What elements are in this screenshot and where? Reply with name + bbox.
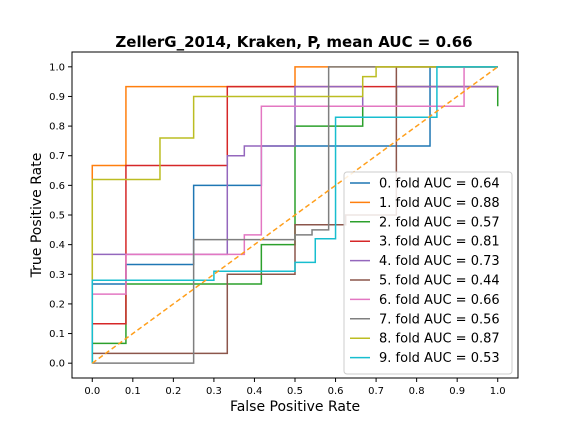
x-tick-label: 0.7	[368, 386, 384, 397]
x-tick-label: 0.8	[409, 386, 425, 397]
x-tick-label: 0.1	[125, 386, 141, 397]
legend-label-fold-4: 4. fold AUC = 0.73	[379, 254, 500, 269]
y-tick-label: 0.7	[49, 151, 65, 162]
y-tick-label: 0.6	[49, 181, 65, 192]
x-tick-label: 0.4	[247, 386, 263, 397]
chart-title: ZellerG_2014, Kraken, P, mean AUC = 0.66	[115, 33, 472, 51]
y-tick-label: 0.1	[49, 329, 65, 340]
x-axis-ticks: 0.0 0.1 0.2 0.3 0.4 0.5 0.6 0.7 0.8 0.9 1.0	[84, 378, 505, 397]
x-tick-label: 0.5	[287, 386, 303, 397]
y-axis-ticks: 0.0 0.1 0.2 0.3 0.4 0.5 0.6 0.7 0.8 0.9 1.0	[49, 62, 72, 369]
legend-label-fold-5: 5. fold AUC = 0.44	[379, 274, 500, 289]
legend-label-fold-1: 1. fold AUC = 0.88	[379, 196, 500, 211]
legend: 0. fold AUC = 0.64 1. fold AUC = 0.88 2. f…	[344, 172, 512, 374]
y-axis-label: True Positive Rate	[29, 153, 45, 279]
x-tick-label: 0.2	[165, 386, 181, 397]
legend-label-fold-7: 7. fold AUC = 0.56	[379, 312, 500, 327]
legend-label-fold-8: 8. fold AUC = 0.87	[379, 332, 500, 347]
y-tick-label: 0.8	[49, 122, 65, 133]
x-tick-label: 1.0	[490, 386, 506, 397]
y-tick-label: 0.9	[49, 92, 65, 103]
legend-label-fold-0: 0. fold AUC = 0.64	[379, 177, 500, 192]
x-axis-label: False Positive Rate	[230, 399, 360, 415]
x-tick-label: 0.3	[206, 386, 222, 397]
x-tick-label: 0.6	[328, 386, 344, 397]
y-tick-label: 0.2	[49, 299, 65, 310]
y-tick-label: 0.4	[49, 240, 65, 251]
y-tick-label: 0.5	[49, 211, 65, 222]
y-tick-label: 0.3	[49, 270, 65, 281]
y-tick-label: 1.0	[49, 62, 65, 73]
legend-label-fold-3: 3. fold AUC = 0.81	[379, 235, 500, 250]
x-tick-label: 0.0	[84, 386, 100, 397]
legend-label-fold-9: 9. fold AUC = 0.53	[379, 351, 500, 366]
y-tick-label: 0.0	[49, 359, 65, 370]
legend-label-fold-2: 2. fold AUC = 0.57	[379, 215, 500, 230]
legend-label-fold-6: 6. fold AUC = 0.66	[379, 293, 500, 308]
x-tick-label: 0.9	[449, 386, 465, 397]
